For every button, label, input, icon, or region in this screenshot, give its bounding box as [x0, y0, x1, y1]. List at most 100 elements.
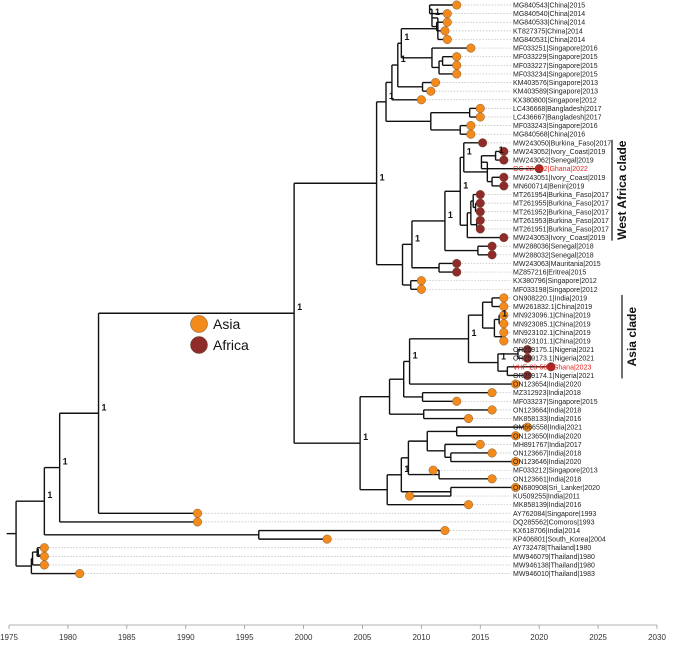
tip-marker [487, 388, 497, 398]
time-axis: 1975 1980 1985 1990 1995 2000 2005 2010 2015 2020… [0, 624, 666, 642]
tip-marker [487, 241, 497, 251]
support-value: 1 [435, 7, 440, 17]
tip-marker [499, 336, 509, 346]
tip-label: MG840568|China|2016 [513, 132, 585, 139]
support-value: 1 [501, 352, 506, 362]
tip-label: DQ285562|Comoros|1993 [513, 519, 595, 526]
tip-label: LC436667|Bangladesh|2017 [513, 114, 602, 121]
tip-marker [75, 569, 85, 579]
tip-marker [511, 457, 521, 467]
tip-marker [499, 172, 509, 182]
support-value: 1 [404, 464, 409, 474]
tip-marker [499, 181, 509, 191]
axis-tick-label: 1990 [177, 633, 195, 642]
tip-marker [511, 431, 521, 441]
tip-label: KM403576|Singapore|2013 [513, 80, 598, 87]
tip-marker [522, 370, 532, 380]
tip-label: MT261955|Burkina_Faso|2017 [513, 201, 609, 208]
tip-label: MW243051|Ivory_Coast|2019 [513, 175, 605, 182]
tip-label: MN923085.1|China|2019 [513, 321, 591, 328]
tip-label: OC-22-682|Ghana|2022 [513, 166, 588, 173]
tip-guide-lines [49, 4, 556, 574]
tip-marker [475, 439, 485, 449]
tip-label: KT827375|China|2014 [513, 28, 583, 35]
tip-marker [463, 414, 473, 424]
tip-label: MW946079|Thailand|1980 [513, 554, 595, 561]
tip-label: MN923101.1|China|2019 [513, 338, 591, 345]
tip-label: LC436668|Bangladesh|2017 [513, 106, 602, 113]
tip-label: MT261953|Burkina_Faso|2017 [513, 218, 609, 225]
tip-label: ON123667|India|2018 [513, 450, 581, 457]
tip-label: MW243050|Burkina_Faso|2017 [513, 140, 611, 147]
tip-label: MG840531|China|2014 [513, 37, 585, 44]
tip-label: MF033243|Singapore|2016 [513, 123, 598, 130]
tip-marker [426, 86, 436, 96]
tip-label: KP406801|South_Korea|2004 [513, 537, 606, 544]
tip-label: KU509255|India|2011 [513, 494, 580, 501]
tip-label: MW946138|Thailand|1980 [513, 562, 595, 569]
tip-label: MZ312923|India|2018 [513, 390, 581, 397]
tip-marker [39, 543, 49, 553]
tip-label: AY732478|Thailand|1980 [513, 545, 591, 552]
support-value: 1 [463, 180, 468, 190]
support-value: 1 [36, 548, 41, 558]
tip-label: MT261952|Burkina_Faso|2017 [513, 209, 609, 216]
support-value: 1 [467, 146, 472, 156]
tip-label: MW243053|Ivory_Coast|2019 [513, 235, 605, 242]
tip-marker [442, 17, 452, 27]
legend-swatch [190, 336, 208, 354]
tip-marker [452, 258, 462, 268]
support-value: 1 [297, 302, 302, 312]
clade-annotations: West Africa clade Asia clade [611, 139, 639, 379]
legend-label: Africa [213, 337, 249, 353]
tip-label: OM666558|India|2021 [513, 425, 582, 432]
tip-marker [475, 103, 485, 113]
tip-marker [416, 276, 426, 286]
tip-label: MW946010|Thailand|1983 [513, 571, 595, 578]
support-value: 1 [404, 32, 409, 42]
support-value: 1 [102, 402, 107, 412]
axis-tick-label: 1980 [59, 633, 77, 642]
tip-label: ON123664|India|2018 [513, 407, 581, 414]
tip-label: OR259175.1|Nigeria|2021 [513, 347, 594, 354]
axis-tick-label: 2015 [471, 633, 489, 642]
clade-label: West Africa clade [615, 140, 629, 240]
support-values: 1 1 1 1 1 1 1 1 1 1 1 1 1 1 1 1 1 1 1 1 1 [36, 7, 508, 558]
tip-label: MW288032|Senegal|2018 [513, 252, 594, 259]
tip-label: MK858133|India|2016 [513, 416, 581, 423]
tip-label: ON680908|Sri_Lanker|2020 [513, 485, 600, 492]
tip-marker [511, 379, 521, 389]
legend-label: Asia [213, 316, 240, 332]
axis-tick-label: 2010 [412, 633, 430, 642]
tip-marker [431, 78, 441, 88]
tip-marker [416, 95, 426, 105]
tip-marker [499, 155, 509, 165]
tip-label: MW243052|Ivory_Coast|2019 [513, 149, 605, 156]
tip-marker [466, 121, 476, 131]
tip-label: MN600714|Benin|2019 [513, 183, 584, 190]
legend: Asia Africa [190, 315, 249, 354]
tip-label: MF033229|Singapore|2015 [513, 54, 598, 61]
support-value: 1 [415, 233, 420, 243]
tip-label: ON123646|India|2020 [513, 459, 581, 466]
axis-tick-label: 2030 [648, 633, 666, 642]
tip-label: VHF-23-580|Ghana|2023 [513, 364, 591, 371]
support-value: 1 [471, 328, 476, 338]
tip-marker [405, 491, 415, 501]
support-value: 1 [389, 91, 394, 101]
support-value: 1 [502, 308, 507, 318]
tip-label: MZ857216|Eritrea|2015 [513, 270, 586, 277]
tip-marker [499, 233, 509, 243]
tip-label: MN923102.1|China|2019 [513, 330, 591, 337]
tip-label: MW243062|Senegal|2019 [513, 158, 594, 165]
tip-marker [522, 422, 532, 432]
axis-tick-label: 1985 [118, 633, 136, 642]
tip-label: MW261832.1|China|2019 [513, 304, 592, 311]
tip-label: MF033251|Singapore|2016 [513, 46, 598, 53]
tip-marker [39, 551, 49, 561]
tip-marker [452, 60, 462, 70]
tip-marker [322, 534, 332, 544]
tip-marker [546, 362, 556, 372]
tip-marker [452, 69, 462, 79]
